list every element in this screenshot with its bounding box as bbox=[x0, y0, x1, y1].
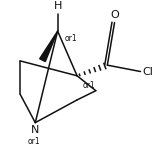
Text: or1: or1 bbox=[28, 137, 40, 146]
Text: Cl: Cl bbox=[142, 67, 153, 77]
Text: or1: or1 bbox=[83, 81, 95, 90]
Text: O: O bbox=[110, 10, 119, 20]
Text: or1: or1 bbox=[65, 34, 77, 43]
Text: N: N bbox=[31, 125, 39, 135]
Polygon shape bbox=[40, 31, 58, 62]
Text: H: H bbox=[53, 1, 62, 11]
